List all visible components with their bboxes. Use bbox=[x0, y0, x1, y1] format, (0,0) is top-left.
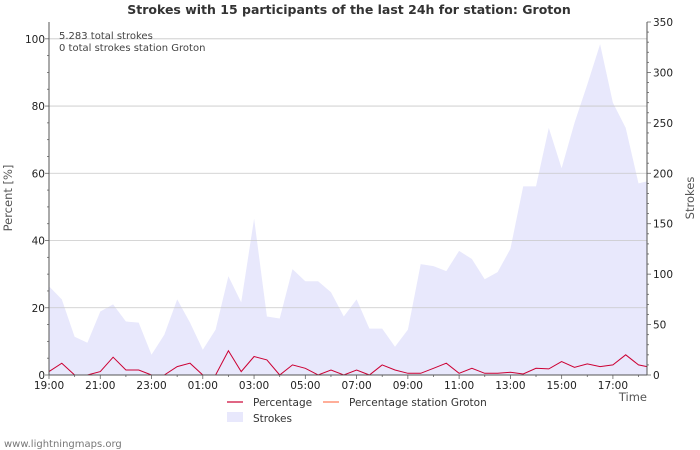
y-tick-left-label: 40 bbox=[32, 236, 45, 248]
site-credit: www.lightningmaps.org bbox=[4, 439, 122, 450]
x-tick-label: 19:00 bbox=[34, 380, 64, 392]
y-axis-left-label: Percent [%] bbox=[1, 165, 15, 232]
strokes-area bbox=[49, 44, 647, 375]
percentage-line-layer bbox=[48, 349, 648, 376]
legend-swatch-strokes bbox=[227, 412, 243, 422]
x-axis-label: Time bbox=[618, 390, 647, 404]
x-tick-label: 07:00 bbox=[341, 380, 371, 392]
x-tick-label: 15:00 bbox=[547, 380, 577, 392]
x-tick-label: 05:00 bbox=[290, 380, 320, 392]
chart-title: Strokes with 15 participants of the last… bbox=[127, 2, 571, 17]
x-tick-label: 03:00 bbox=[239, 380, 269, 392]
y-tick-left-label: 0 bbox=[38, 370, 45, 382]
legend-label-percentage-station: Percentage station Groton bbox=[349, 397, 487, 409]
y-tick-left-label: 100 bbox=[25, 34, 45, 46]
x-tick-label: 09:00 bbox=[393, 380, 423, 392]
y-tick-left-label: 60 bbox=[32, 168, 45, 180]
y-tick-right-label: 350 bbox=[653, 17, 673, 29]
y-tick-left-label: 20 bbox=[32, 303, 45, 315]
legend-label-strokes: Strokes bbox=[253, 413, 292, 425]
x-tick-label: 17:00 bbox=[598, 380, 628, 392]
annotation-station-strokes: 0 total strokes station Groton bbox=[59, 43, 205, 54]
annotation-total-strokes: 5.283 total strokes bbox=[59, 31, 153, 42]
strokes-area-layer bbox=[49, 44, 647, 375]
y-tick-right-label: 200 bbox=[653, 168, 673, 180]
x-tick-label: 01:00 bbox=[188, 380, 218, 392]
grid-layer bbox=[49, 38, 647, 309]
y-tick-right-label: 50 bbox=[653, 320, 666, 332]
y-tick-right-label: 100 bbox=[653, 269, 673, 281]
percentage-line bbox=[48, 349, 648, 376]
y-tick-left-label: 80 bbox=[32, 101, 45, 113]
x-tick-label: 13:00 bbox=[495, 380, 525, 392]
x-tick-label: 11:00 bbox=[444, 380, 474, 392]
x-tick-label: 23:00 bbox=[136, 380, 166, 392]
y-tick-right-label: 0 bbox=[653, 370, 660, 382]
y-axis-right-label: Strokes bbox=[683, 177, 697, 220]
y-tick-right-label: 150 bbox=[653, 219, 673, 231]
legend: Percentage Percentage station Groton Str… bbox=[227, 397, 487, 425]
y-tick-right-label: 250 bbox=[653, 118, 673, 130]
y-tick-right-label: 300 bbox=[653, 67, 673, 79]
x-tick-label: 21:00 bbox=[85, 380, 115, 392]
legend-label-percentage: Percentage bbox=[253, 397, 312, 409]
axis-layer: 0 20 40 60 80 100 0 50 100 150 200 250 300 350 19:00 21… bbox=[25, 17, 673, 392]
